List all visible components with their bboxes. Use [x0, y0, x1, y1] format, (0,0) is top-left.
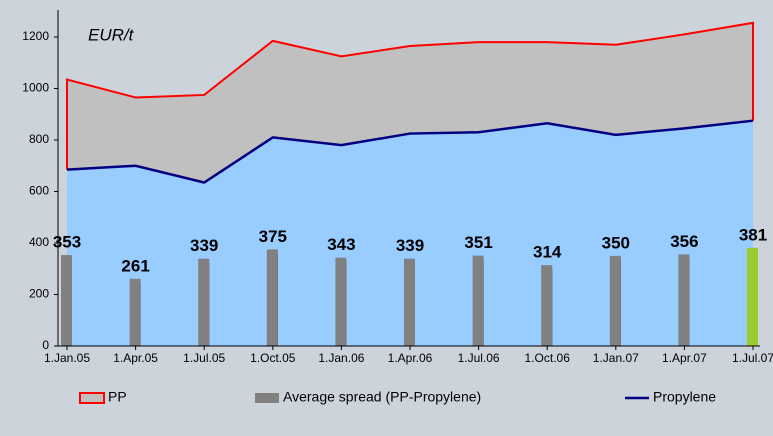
bar	[198, 258, 210, 346]
area-outline	[66, 21, 754, 170]
bar	[266, 249, 278, 346]
bar	[335, 257, 347, 346]
x-tick-label: 1.Jan.07	[593, 351, 639, 365]
bar	[747, 247, 758, 346]
bar	[404, 258, 415, 346]
x-tick-label: 1.Jul.05	[183, 351, 225, 365]
bar	[61, 255, 72, 346]
legend-swatch	[79, 392, 105, 404]
x-tick-label: 1.Apr.05	[113, 351, 158, 365]
data-label: 343	[327, 235, 355, 254]
x-tick-label: 1.Oct.05	[250, 351, 296, 365]
data-label: 314	[533, 243, 562, 262]
data-label: 339	[190, 236, 218, 255]
area-fill	[67, 120, 753, 346]
y-tick-label: 1000	[22, 81, 49, 95]
x-tick-label: 1.Apr.07	[662, 351, 707, 365]
data-label: 339	[396, 236, 424, 255]
legend-label: PP	[108, 389, 127, 405]
data-label: 356	[670, 232, 698, 251]
data-label: 375	[259, 227, 287, 246]
legend-swatch	[255, 393, 279, 403]
data-label: 353	[53, 233, 81, 252]
data-label: 261	[121, 256, 149, 275]
bar	[678, 254, 690, 346]
y-tick-label: 800	[29, 132, 49, 146]
bar	[609, 255, 621, 346]
y-tick-label: 200	[29, 287, 49, 301]
y-tick-label: 400	[29, 235, 49, 249]
bar	[129, 278, 141, 346]
y-tick-label: 0	[42, 338, 49, 352]
x-tick-label: 1.Oct.06	[525, 351, 571, 365]
data-label: 351	[464, 233, 492, 252]
x-tick-label: 1.Jan.05	[44, 351, 90, 365]
legend-label: Average spread (PP-Propylene)	[283, 389, 481, 405]
legend-label: Propylene	[653, 389, 716, 405]
y-tick-label: 1200	[22, 29, 49, 43]
data-label: 381	[739, 225, 767, 244]
x-tick-label: 1.Jul.07	[732, 351, 773, 365]
line	[66, 119, 754, 184]
bar	[541, 265, 553, 346]
bar	[472, 255, 484, 346]
x-tick-label: 1.Apr.06	[388, 351, 433, 365]
x-tick-label: 1.Jan.06	[318, 351, 364, 365]
y-tick-label: 600	[29, 184, 49, 198]
unit-annotation: EUR/t	[88, 25, 135, 44]
data-label: 350	[602, 233, 630, 252]
x-tick-label: 1.Jul.06	[458, 351, 500, 365]
